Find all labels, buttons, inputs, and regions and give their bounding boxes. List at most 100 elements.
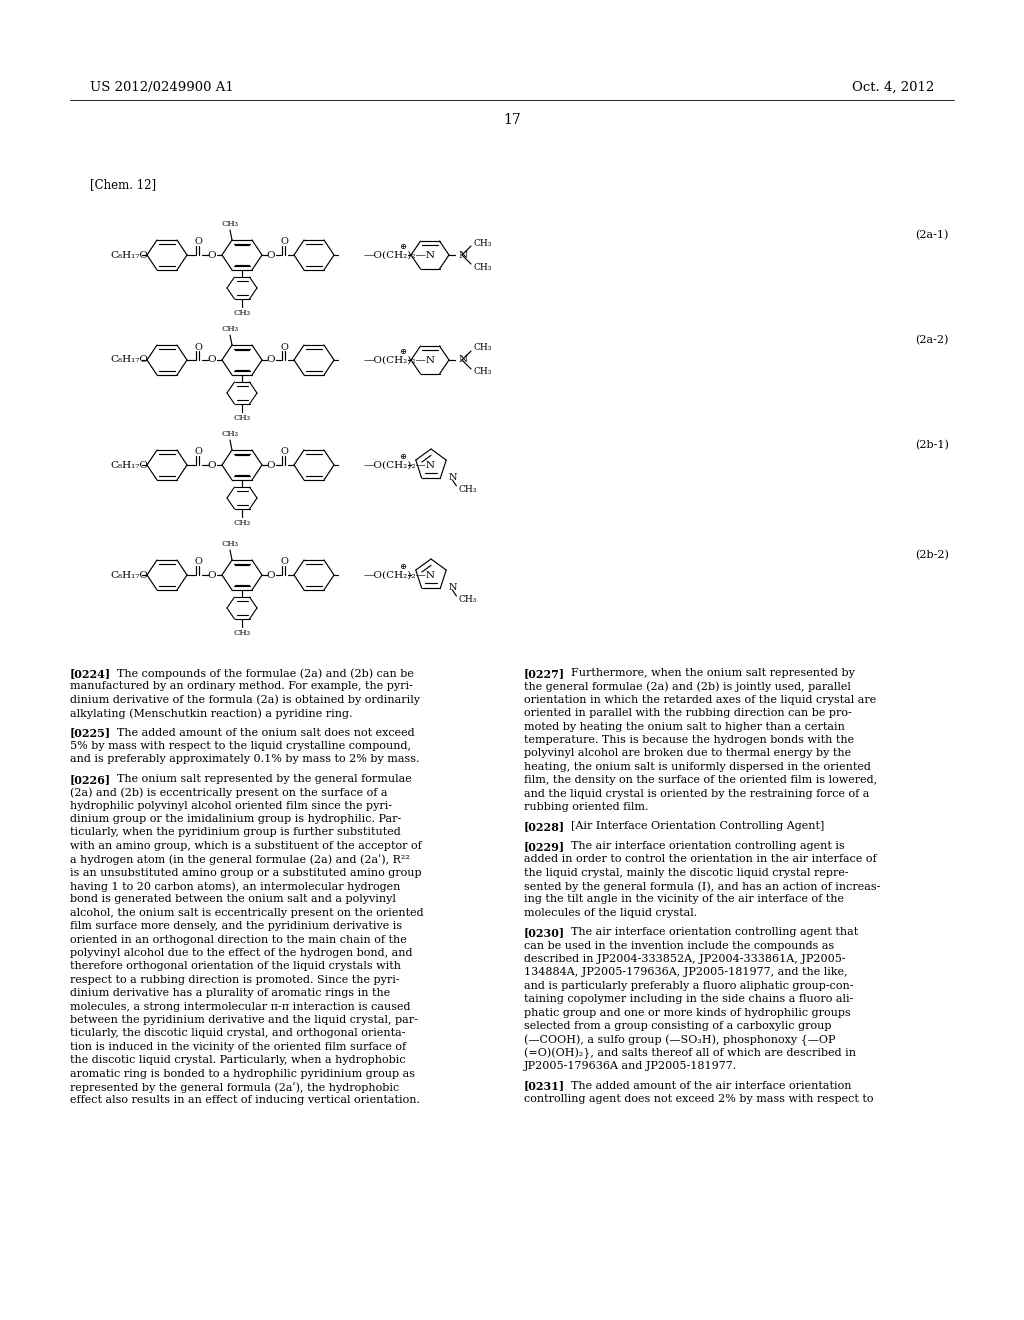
Text: O: O (266, 461, 275, 470)
Text: heating, the onium salt is uniformly dispersed in the oriented: heating, the onium salt is uniformly dis… (524, 762, 870, 772)
Text: O: O (266, 355, 275, 364)
Text: —O(CH₂)₂—N: —O(CH₂)₂—N (364, 570, 436, 579)
Text: molecules, a strong intermolecular π-π interaction is caused: molecules, a strong intermolecular π-π i… (70, 1002, 411, 1011)
Text: represented by the general formula (2aʹ), the hydrophobic: represented by the general formula (2aʹ)… (70, 1082, 399, 1093)
Text: polyvinyl alcohol are broken due to thermal energy by the: polyvinyl alcohol are broken due to ther… (524, 748, 851, 759)
Text: Oct. 4, 2012: Oct. 4, 2012 (852, 81, 934, 94)
Text: CH₃: CH₃ (459, 595, 477, 605)
Text: is an unsubstituted amino group or a substituted amino group: is an unsubstituted amino group or a sub… (70, 867, 422, 878)
Text: CH₃: CH₃ (233, 630, 251, 638)
Text: CH₃: CH₃ (233, 519, 251, 527)
Text: ⊕: ⊕ (399, 453, 407, 461)
Text: C₈H₁₇O: C₈H₁₇O (110, 570, 148, 579)
Text: oriented in an orthogonal direction to the main chain of the: oriented in an orthogonal direction to t… (70, 935, 407, 945)
Text: O: O (280, 342, 288, 351)
Text: O: O (208, 355, 216, 364)
Text: effect also results in an effect of inducing vertical orientation.: effect also results in an effect of indu… (70, 1096, 420, 1105)
Text: (=O)(OH)₂}, and salts thereof all of which are described in: (=O)(OH)₂}, and salts thereof all of whi… (524, 1048, 856, 1059)
Text: [0231]: [0231] (524, 1081, 565, 1092)
Text: orientation in which the retarded axes of the liquid crystal are: orientation in which the retarded axes o… (524, 694, 877, 705)
Text: O: O (266, 251, 275, 260)
Text: [0224]: [0224] (70, 668, 112, 678)
Text: dinium group or the imidalinium group is hydrophilic. Par-: dinium group or the imidalinium group is… (70, 814, 401, 824)
Text: ticularly, when the pyridinium group is further substituted: ticularly, when the pyridinium group is … (70, 828, 400, 837)
Text: and is preferably approximately 0.1% by mass to 2% by mass.: and is preferably approximately 0.1% by … (70, 755, 420, 764)
Text: sented by the general formula (I), and has an action of increas-: sented by the general formula (I), and h… (524, 880, 881, 891)
Text: O: O (280, 557, 288, 566)
Text: alkylating (Menschutkin reaction) a pyridine ring.: alkylating (Menschutkin reaction) a pyri… (70, 709, 352, 719)
Text: CH₃: CH₃ (459, 486, 477, 495)
Text: controlling agent does not exceed 2% by mass with respect to: controlling agent does not exceed 2% by … (524, 1094, 873, 1104)
Text: (—COOH), a sulfo group (—SO₃H), phosphonoxy {—OP: (—COOH), a sulfo group (—SO₃H), phosphon… (524, 1035, 836, 1045)
Text: ing the tilt angle in the vicinity of the air interface of the: ing the tilt angle in the vicinity of th… (524, 895, 844, 904)
Text: added in order to control the orientation in the air interface of: added in order to control the orientatio… (524, 854, 877, 865)
Text: (2b-2): (2b-2) (915, 550, 949, 560)
Text: CH₃: CH₃ (233, 414, 251, 422)
Text: The air interface orientation controlling agent is: The air interface orientation controllin… (557, 841, 845, 851)
Text: O: O (195, 557, 202, 566)
Text: bond is generated between the onium salt and a polyvinyl: bond is generated between the onium salt… (70, 895, 396, 904)
Text: N: N (459, 355, 468, 364)
Text: [Air Interface Orientation Controlling Agent]: [Air Interface Orientation Controlling A… (557, 821, 824, 832)
Text: can be used in the invention include the compounds as: can be used in the invention include the… (524, 941, 835, 950)
Text: 17: 17 (503, 114, 521, 127)
Text: The added amount of the onium salt does not exceed: The added amount of the onium salt does … (103, 727, 415, 738)
Text: film surface more densely, and the pyridinium derivative is: film surface more densely, and the pyrid… (70, 921, 402, 931)
Text: CH₃: CH₃ (233, 309, 251, 317)
Text: respect to a rubbing direction is promoted. Since the pyri-: respect to a rubbing direction is promot… (70, 974, 399, 985)
Text: moted by heating the onium salt to higher than a certain: moted by heating the onium salt to highe… (524, 722, 845, 731)
Text: film, the density on the surface of the oriented film is lowered,: film, the density on the surface of the … (524, 775, 878, 785)
Text: CH₃: CH₃ (221, 540, 239, 548)
Text: (2a-1): (2a-1) (915, 230, 948, 240)
Text: O: O (280, 238, 288, 247)
Text: the liquid crystal, mainly the discotic liquid crystal repre-: the liquid crystal, mainly the discotic … (524, 867, 849, 878)
Text: [0226]: [0226] (70, 774, 112, 785)
Text: Furthermore, when the onium salt represented by: Furthermore, when the onium salt represe… (557, 668, 855, 678)
Text: O: O (266, 570, 275, 579)
Text: and the liquid crystal is oriented by the restraining force of a: and the liquid crystal is oriented by th… (524, 788, 869, 799)
Text: dinium derivative has a plurality of aromatic rings in the: dinium derivative has a plurality of aro… (70, 989, 390, 998)
Text: (2a-2): (2a-2) (915, 335, 948, 345)
Text: ⊕: ⊕ (399, 243, 407, 251)
Text: aromatic ring is bonded to a hydrophilic pyridinium group as: aromatic ring is bonded to a hydrophilic… (70, 1069, 415, 1078)
Text: tion is induced in the vicinity of the oriented film surface of: tion is induced in the vicinity of the o… (70, 1041, 407, 1052)
Text: hydrophilic polyvinyl alcohol oriented film since the pyri-: hydrophilic polyvinyl alcohol oriented f… (70, 801, 392, 810)
Text: O: O (208, 461, 216, 470)
Text: selected from a group consisting of a carboxylic group: selected from a group consisting of a ca… (524, 1020, 831, 1031)
Text: O: O (195, 238, 202, 247)
Text: O: O (208, 251, 216, 260)
Text: N: N (459, 251, 468, 260)
Text: C₈H₁₇O: C₈H₁₇O (110, 461, 148, 470)
Text: —O(CH₂)₂—N: —O(CH₂)₂—N (364, 355, 436, 364)
Text: phatic group and one or more kinds of hydrophilic groups: phatic group and one or more kinds of hy… (524, 1007, 851, 1018)
Text: O: O (195, 342, 202, 351)
Text: The added amount of the air interface orientation: The added amount of the air interface or… (557, 1081, 852, 1090)
Text: therefore orthogonal orientation of the liquid crystals with: therefore orthogonal orientation of the … (70, 961, 401, 972)
Text: —O(CH₂)₂—N: —O(CH₂)₂—N (364, 461, 436, 470)
Text: CH₃: CH₃ (473, 367, 492, 376)
Text: JP2005-179636A and JP2005-181977.: JP2005-179636A and JP2005-181977. (524, 1061, 737, 1072)
Text: N: N (449, 583, 457, 593)
Text: with an amino group, which is a substituent of the acceptor of: with an amino group, which is a substitu… (70, 841, 422, 851)
Text: The compounds of the formulae (2a) and (2b) can be: The compounds of the formulae (2a) and (… (103, 668, 414, 678)
Text: O: O (195, 447, 202, 457)
Text: [0225]: [0225] (70, 727, 112, 739)
Text: O: O (280, 447, 288, 457)
Text: ⊕: ⊕ (399, 564, 407, 572)
Text: taining copolymer including in the side chains a fluoro ali-: taining copolymer including in the side … (524, 994, 853, 1005)
Text: described in JP2004-333852A, JP2004-333861A, JP2005-: described in JP2004-333852A, JP2004-3338… (524, 954, 846, 964)
Text: [0230]: [0230] (524, 927, 565, 939)
Text: molecules of the liquid crystal.: molecules of the liquid crystal. (524, 908, 697, 917)
Text: —O(CH₂)₂—N: —O(CH₂)₂—N (364, 251, 436, 260)
Text: polyvinyl alcohol due to the effect of the hydrogen bond, and: polyvinyl alcohol due to the effect of t… (70, 948, 413, 958)
Text: temperature. This is because the hydrogen bonds with the: temperature. This is because the hydroge… (524, 735, 854, 744)
Text: the general formulae (2a) and (2b) is jointly used, parallel: the general formulae (2a) and (2b) is jo… (524, 681, 851, 692)
Text: oriented in parallel with the rubbing direction can be pro-: oriented in parallel with the rubbing di… (524, 709, 852, 718)
Text: C₈H₁₇O: C₈H₁₇O (110, 251, 148, 260)
Text: [Chem. 12]: [Chem. 12] (90, 178, 156, 191)
Text: rubbing oriented film.: rubbing oriented film. (524, 803, 648, 812)
Text: 5% by mass with respect to the liquid crystalline compound,: 5% by mass with respect to the liquid cr… (70, 741, 411, 751)
Text: CH₃: CH₃ (221, 220, 239, 228)
Text: N: N (449, 474, 457, 482)
Text: O: O (208, 570, 216, 579)
